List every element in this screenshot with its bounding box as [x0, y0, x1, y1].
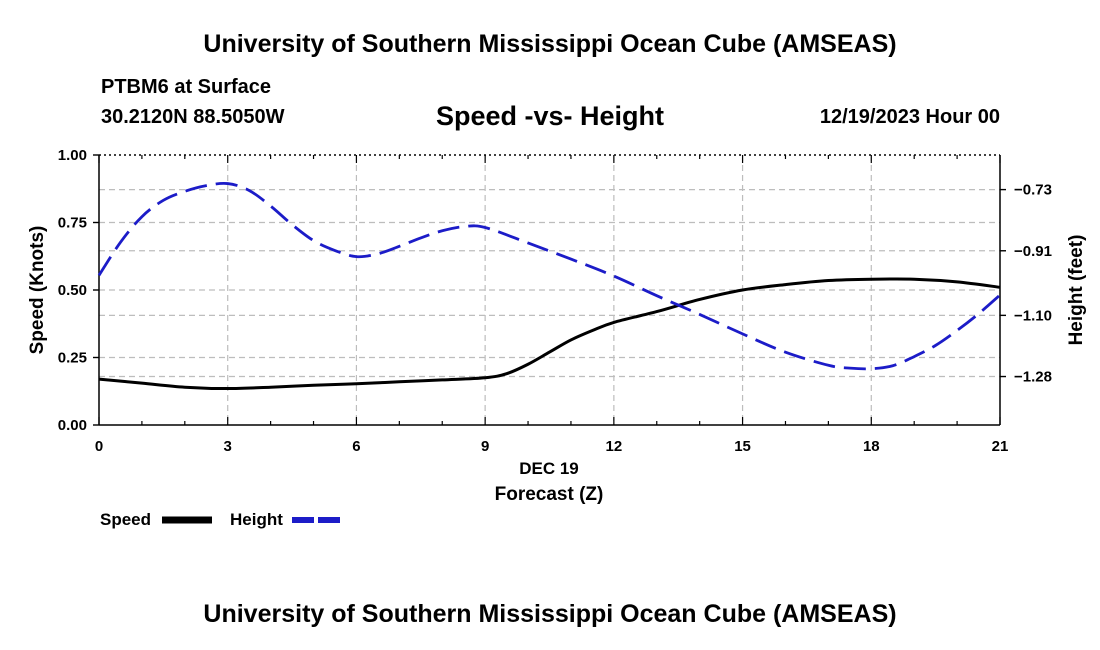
chart-title: Speed -vs- Height — [435, 101, 665, 131]
y-tick-label-4: 1.00 — [58, 147, 87, 164]
station-label: PTBM6 at Surface — [101, 76, 272, 98]
legend-speed-label: Speed — [100, 510, 152, 529]
y2-tick-label-2: −0.91 — [1014, 243, 1052, 260]
page-title: University of Southern Mississippi Ocean… — [203, 30, 897, 58]
y-tick-label-1: 0.25 — [58, 350, 87, 367]
footer-title: University of Southern Mississippi Ocean… — [203, 600, 897, 628]
x-tick-label-2: 6 — [352, 438, 360, 455]
x-tick-label-1: 3 — [224, 438, 232, 455]
y-tick-label-3: 0.75 — [58, 215, 87, 232]
y2-tick-label-1: −1.10 — [1014, 307, 1052, 324]
legend-speed: Speed — [100, 510, 151, 530]
x-tick-label-3: 9 — [481, 438, 489, 455]
coordinates-label: 30.2120N 88.5050W — [101, 106, 285, 128]
x-tick-label-5: 15 — [734, 438, 751, 455]
y2-tick-label-0: −1.28 — [1014, 369, 1052, 386]
x-axis-sublabel: DEC 19 — [519, 459, 579, 478]
x-tick-label-0: 0 — [95, 438, 103, 455]
legend-height-label: Height — [230, 510, 283, 529]
y-tick-label-2: 0.50 — [58, 282, 87, 299]
x-axis-label: Forecast (Z) — [495, 484, 604, 505]
forecast-datetime: 12/19/2023 Hour 00 — [819, 106, 1000, 128]
legend-height: Height — [230, 510, 283, 530]
y2-axis-label: Height (feet) — [1066, 235, 1087, 346]
series-line-height — [97, 181, 1001, 371]
y2-tick-label-3: −0.73 — [1014, 182, 1052, 199]
x-tick-label-6: 18 — [863, 438, 880, 455]
x-tick-label-4: 12 — [606, 438, 623, 455]
y-axis-label: Speed (Knots) — [27, 226, 48, 355]
series-line-speed — [98, 277, 1001, 391]
y-tick-label-0: 0.00 — [58, 417, 87, 434]
x-tick-label-7: 21 — [992, 438, 1009, 455]
